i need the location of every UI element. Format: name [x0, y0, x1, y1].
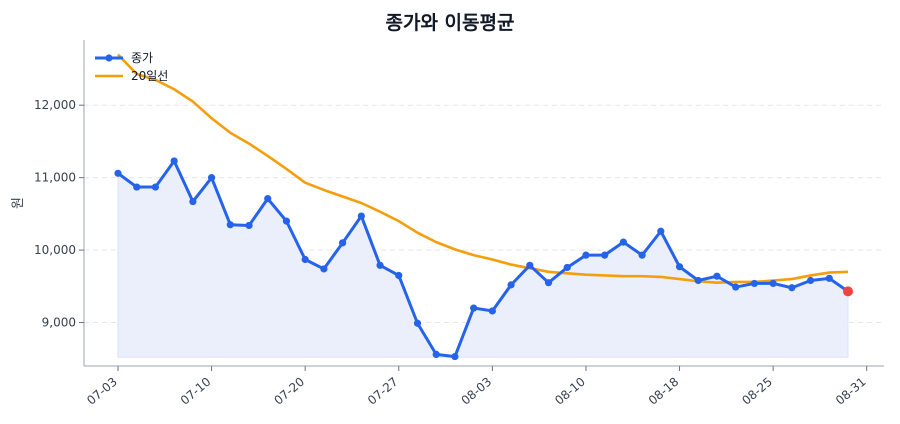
close-point	[544, 279, 553, 287]
close-point	[207, 174, 216, 182]
x-tick-label: 08-31	[833, 375, 869, 408]
close-point	[526, 261, 534, 269]
x-tick-label: 07-10	[178, 375, 214, 408]
x-tick-label: 07-03	[84, 375, 120, 408]
close-point	[563, 263, 571, 272]
close-point	[825, 274, 833, 282]
close-point	[769, 279, 777, 288]
close-point	[601, 251, 609, 259]
x-tick-label: 08-10	[552, 375, 588, 408]
close-point	[451, 352, 459, 361]
close-point	[226, 221, 234, 229]
close-point	[133, 183, 141, 191]
close-point	[582, 251, 590, 259]
chart-title: 종가와 이동평균	[385, 12, 515, 34]
close-point	[357, 212, 365, 220]
x-tick-label: 07-20	[271, 375, 307, 408]
close-point	[750, 279, 759, 288]
close-area-fill	[117, 159, 849, 358]
close-point	[488, 307, 496, 315]
x-tick-label: 08-18	[646, 375, 682, 408]
x-tick-label: 07-27	[365, 375, 401, 408]
y-tick-label: 9,000	[42, 316, 76, 330]
close-point	[657, 227, 665, 235]
close-point	[339, 239, 347, 247]
legend-label-ma20: 20일선	[131, 69, 168, 83]
close-point	[170, 157, 178, 165]
close-point	[675, 263, 684, 271]
close-point	[189, 197, 197, 206]
legend-marker-close	[105, 54, 113, 62]
legend-label-close: 종가	[131, 51, 153, 65]
close-point	[114, 169, 122, 177]
close-point	[264, 195, 272, 203]
close-point	[732, 283, 740, 291]
close-point	[788, 284, 796, 292]
close-point	[713, 272, 721, 280]
x-tick-label: 08-25	[739, 375, 775, 408]
close-point	[301, 255, 309, 264]
close-point	[806, 276, 815, 285]
close-point	[151, 183, 160, 191]
close-point	[320, 265, 328, 273]
close-point	[432, 350, 440, 359]
y-tick-label: 10,000	[34, 243, 76, 257]
y-tick-label: 11,000	[34, 171, 76, 185]
last-close-marker	[843, 286, 853, 297]
close-point	[638, 251, 646, 259]
close-point	[376, 261, 384, 269]
close-point	[395, 271, 403, 280]
close-point	[470, 304, 478, 312]
series-line-close	[117, 159, 849, 359]
close-point	[245, 221, 253, 230]
close-point	[694, 276, 702, 285]
y-tick-label: 12,000	[34, 98, 76, 112]
close-point	[413, 319, 422, 327]
close-point	[619, 238, 627, 246]
x-tick-label: 08-03	[459, 375, 495, 408]
close-point	[282, 217, 291, 225]
close-point	[507, 281, 515, 289]
y-axis-label: 원	[11, 197, 26, 209]
